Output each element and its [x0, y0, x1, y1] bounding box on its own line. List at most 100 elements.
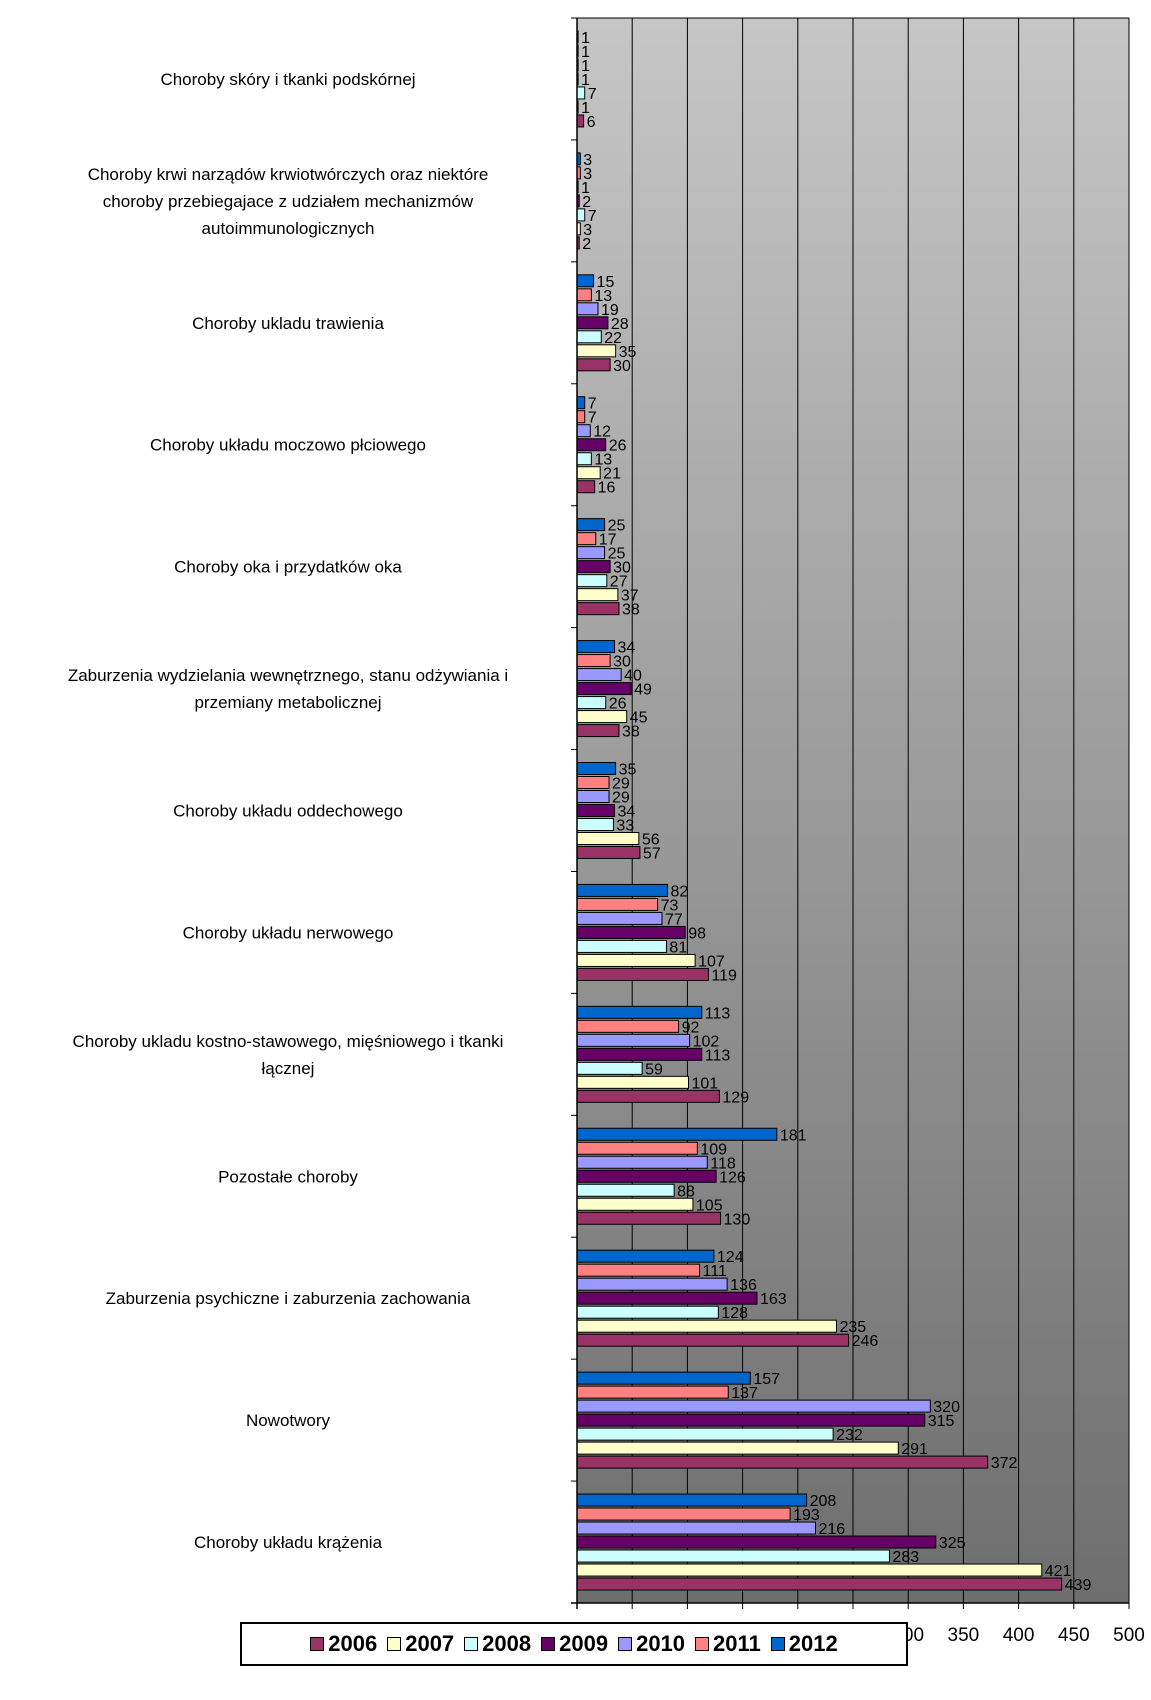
- bar-2006: [576, 1333, 850, 1347]
- category-label: Choroby ukladu trawienia: [192, 314, 384, 333]
- data-label: 98: [688, 925, 706, 942]
- legend-swatch: [464, 1637, 479, 1651]
- data-label: 3: [583, 222, 592, 239]
- data-label: 439: [1065, 1577, 1092, 1594]
- data-label: 6: [587, 114, 596, 131]
- data-label: 119: [711, 967, 737, 984]
- bar-2011: [576, 1141, 698, 1155]
- bar-2008: [576, 1061, 643, 1075]
- bar-2012: [576, 274, 595, 288]
- data-label: 325: [939, 1535, 966, 1552]
- data-label: 17: [599, 532, 617, 549]
- data-label: 320: [933, 1399, 960, 1416]
- data-label: 38: [622, 724, 640, 741]
- legend: 2006 2007 2008 2009 2010 2011 2012: [240, 1622, 908, 1666]
- category-label: Choroby układu krążenia: [194, 1533, 383, 1552]
- bar-2012: [576, 640, 616, 654]
- category-label: Choroby układu moczowo płciowego: [150, 436, 426, 455]
- data-label: 1: [581, 180, 590, 197]
- data-label: 2: [582, 236, 591, 253]
- bar-2012: [576, 1493, 808, 1507]
- x-tick-label: 500: [1113, 1625, 1145, 1646]
- bar-2009: [576, 1413, 926, 1427]
- data-label: 7: [588, 86, 597, 103]
- bar-2008: [576, 1427, 834, 1441]
- data-label: 35: [619, 344, 637, 361]
- data-label: 19: [601, 302, 619, 319]
- data-label: 193: [793, 1507, 820, 1524]
- data-label: 49: [634, 682, 652, 699]
- legend-label: 2012: [788, 1631, 838, 1656]
- bar-2008: [576, 1183, 675, 1197]
- bar-2009: [576, 1047, 703, 1061]
- data-label: 111: [703, 1263, 727, 1280]
- data-label: 22: [604, 330, 622, 347]
- data-label: 81: [669, 939, 687, 956]
- data-label: 7: [588, 410, 597, 427]
- bar-2009: [576, 804, 616, 817]
- data-label: 12: [593, 424, 611, 441]
- data-label: 1: [581, 72, 590, 89]
- data-label: 30: [613, 560, 631, 577]
- data-label: 16: [598, 480, 616, 497]
- legend-label: 2010: [636, 1631, 686, 1656]
- bar-2008: [576, 574, 608, 588]
- legend-item-2006: 2006: [310, 1631, 377, 1657]
- bar-2007: [576, 1075, 690, 1089]
- bar-2010: [576, 1155, 708, 1169]
- bar-2010: [576, 790, 610, 803]
- bar-2012: [576, 883, 669, 897]
- legend-label: 2011: [713, 1631, 761, 1656]
- category-label: Choroby krwi narządów krwiotwórczych ora…: [88, 165, 489, 238]
- data-label: 13: [594, 288, 612, 305]
- data-label: 7: [588, 208, 597, 225]
- bar-2006: [576, 1577, 1063, 1591]
- data-label: 208: [810, 1493, 837, 1510]
- bar-2008: [576, 939, 667, 953]
- data-label: 235: [839, 1319, 866, 1336]
- data-label: 25: [608, 518, 626, 535]
- legend-item-2012: 2012: [770, 1631, 838, 1657]
- x-tick-label: 450: [1058, 1625, 1090, 1646]
- bar-2011: [576, 1507, 791, 1521]
- data-label: 283: [892, 1549, 919, 1566]
- bar-2011: [576, 532, 597, 546]
- category-label: Zaburzenia psychiczne i zaburzenia zacho…: [106, 1289, 471, 1308]
- data-label: 129: [722, 1089, 749, 1106]
- category-label: Nowotwory: [246, 1411, 331, 1430]
- data-label: 26: [609, 438, 627, 455]
- bar-2012: [576, 762, 617, 775]
- bar-2009: [576, 682, 632, 696]
- axes: [571, 17, 1130, 1609]
- legend-label: 2007: [405, 1631, 455, 1656]
- bar-2011: [576, 1263, 701, 1277]
- bar-2006: [576, 480, 596, 494]
- bar-2010: [576, 911, 663, 925]
- x-tick-label: 350: [948, 1625, 980, 1646]
- bar-2006: [576, 724, 620, 738]
- legend-item-2009: 2009: [541, 1631, 608, 1657]
- data-label: 101: [692, 1075, 719, 1092]
- bar-2012: [576, 1005, 703, 1019]
- data-label: 37: [621, 588, 639, 605]
- legend-label: 2006: [328, 1631, 378, 1656]
- bar-2008: [576, 330, 602, 344]
- data-label: 59: [645, 1061, 663, 1078]
- bar-2011: [576, 1385, 729, 1399]
- data-label: 232: [836, 1427, 863, 1444]
- legend-swatch: [695, 1637, 710, 1651]
- bar-2007: [576, 1319, 837, 1333]
- data-label: 246: [852, 1333, 879, 1350]
- data-label: 26: [609, 696, 627, 713]
- grid-lines: [577, 17, 1130, 1603]
- data-label: 1: [581, 30, 590, 47]
- x-tick-label: 400: [1003, 1625, 1035, 1646]
- data-label: 2: [582, 194, 591, 211]
- data-label: 113: [705, 1047, 731, 1064]
- bar-2009: [576, 560, 611, 574]
- data-label: 21: [603, 466, 621, 483]
- data-label: 30: [613, 358, 631, 375]
- bar-2008: [576, 1549, 890, 1563]
- legend-item-2011: 2011: [695, 1631, 761, 1657]
- bar-2009: [576, 1535, 937, 1549]
